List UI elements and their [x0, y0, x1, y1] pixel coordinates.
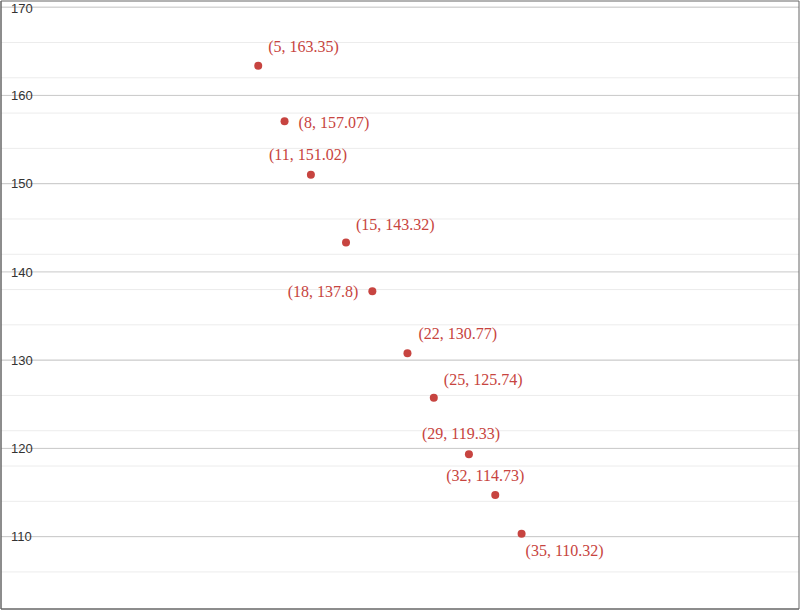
svg-text:(18, 137.8): (18, 137.8) — [288, 283, 359, 301]
svg-text:(15, 143.32): (15, 143.32) — [356, 216, 435, 234]
svg-text:(22, 130.77): (22, 130.77) — [418, 325, 497, 343]
svg-text:(11, 151.02): (11, 151.02) — [269, 146, 347, 164]
svg-text:120: 120 — [11, 441, 33, 456]
svg-text:160: 160 — [11, 88, 33, 103]
svg-text:(35, 110.32): (35, 110.32) — [526, 542, 604, 560]
svg-text:(5, 163.35): (5, 163.35) — [268, 38, 339, 56]
svg-text:170: 170 — [11, 1, 33, 16]
svg-text:(29, 119.33): (29, 119.33) — [422, 425, 500, 443]
svg-text:110: 110 — [11, 529, 32, 544]
svg-text:150: 150 — [11, 176, 33, 191]
svg-text:130: 130 — [11, 353, 33, 368]
svg-text:(25, 125.74): (25, 125.74) — [444, 371, 523, 389]
svg-text:(32, 114.73): (32, 114.73) — [446, 467, 524, 485]
svg-text:(8, 157.07): (8, 157.07) — [299, 114, 370, 132]
svg-text:140: 140 — [11, 265, 33, 280]
